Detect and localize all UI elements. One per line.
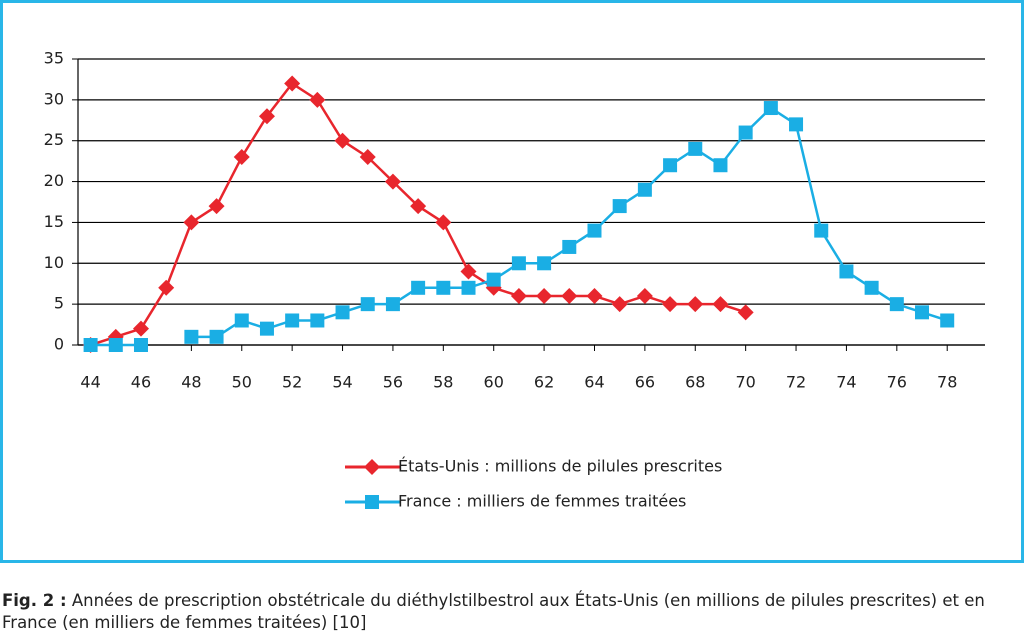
data-point bbox=[738, 125, 753, 140]
data-point bbox=[561, 287, 578, 304]
chart-frame bbox=[0, 0, 1024, 563]
data-point bbox=[611, 296, 628, 313]
data-point bbox=[385, 297, 400, 312]
y-tick-label: 10 bbox=[44, 253, 64, 272]
data-point bbox=[310, 313, 325, 328]
data-point bbox=[284, 75, 301, 92]
data-point bbox=[687, 296, 704, 313]
data-point bbox=[258, 108, 275, 125]
data-point bbox=[410, 198, 427, 215]
y-tick-label: 35 bbox=[44, 49, 64, 68]
caption: Fig. 2 : Années de prescription obstétri… bbox=[2, 590, 1022, 634]
data-point bbox=[108, 338, 123, 352]
data-point bbox=[309, 91, 326, 108]
y-tick-label: 20 bbox=[44, 171, 64, 190]
data-point bbox=[209, 329, 224, 344]
legend-marker bbox=[365, 495, 379, 509]
data-point bbox=[460, 263, 477, 280]
data-point bbox=[789, 117, 804, 132]
data-point bbox=[586, 287, 603, 304]
x-tick-label: 54 bbox=[332, 373, 352, 392]
data-point bbox=[184, 329, 199, 344]
data-point bbox=[839, 264, 854, 279]
caption-text: Années de prescription obstétricale du d… bbox=[2, 591, 985, 632]
data-point bbox=[636, 287, 653, 304]
x-tick-label: 74 bbox=[836, 373, 856, 392]
data-point bbox=[712, 296, 729, 313]
data-point bbox=[763, 101, 778, 116]
data-point bbox=[435, 214, 452, 231]
data-point bbox=[285, 313, 300, 328]
x-tick-label: 72 bbox=[786, 373, 806, 392]
x-tick-label: 64 bbox=[584, 373, 604, 392]
y-tick-label: 25 bbox=[44, 130, 64, 149]
data-point bbox=[233, 149, 250, 166]
y-tick-label: 15 bbox=[44, 212, 64, 231]
data-point bbox=[83, 338, 98, 352]
data-point bbox=[133, 338, 148, 352]
x-tick-label: 78 bbox=[937, 373, 957, 392]
data-point bbox=[334, 132, 351, 149]
x-tick-label: 70 bbox=[735, 373, 755, 392]
x-tick-label: 46 bbox=[131, 373, 151, 392]
data-point bbox=[208, 198, 225, 215]
data-point bbox=[537, 256, 552, 271]
data-point bbox=[688, 141, 703, 156]
data-point bbox=[612, 199, 627, 214]
legend-label: États-Unis : millions de pilules prescri… bbox=[398, 457, 722, 476]
data-point bbox=[158, 279, 175, 296]
data-point bbox=[411, 280, 426, 295]
data-point bbox=[259, 321, 274, 336]
data-point bbox=[662, 296, 679, 313]
data-point bbox=[536, 287, 553, 304]
data-point bbox=[360, 297, 375, 312]
x-tick-label: 56 bbox=[383, 373, 403, 392]
data-point bbox=[511, 256, 526, 271]
series-line bbox=[90, 81, 747, 347]
caption-label: Fig. 2 : bbox=[2, 591, 67, 610]
x-tick-label: 52 bbox=[282, 373, 302, 392]
x-tick-label: 44 bbox=[80, 373, 100, 392]
y-tick-label: 0 bbox=[54, 335, 64, 354]
y-tick-label: 30 bbox=[44, 89, 64, 108]
data-point bbox=[637, 182, 652, 197]
legend-marker bbox=[364, 459, 380, 475]
x-tick-label: 48 bbox=[181, 373, 201, 392]
data-point bbox=[713, 158, 728, 173]
x-tick-label: 60 bbox=[484, 373, 504, 392]
data-point bbox=[814, 223, 829, 238]
data-point bbox=[510, 287, 527, 304]
data-point bbox=[663, 158, 678, 173]
data-point bbox=[436, 280, 451, 295]
data-point bbox=[384, 173, 401, 190]
y-tick-label: 5 bbox=[54, 294, 64, 313]
x-tick-label: 50 bbox=[232, 373, 252, 392]
data-point bbox=[587, 223, 602, 238]
data-point bbox=[486, 272, 501, 287]
data-point bbox=[234, 313, 249, 328]
chart: 0 5 10 15 20 25 30 35 44 46 48 50 52 54 56 58 60 62 64 66 68… bbox=[0, 0, 1024, 563]
x-tick-label: 66 bbox=[635, 373, 655, 392]
x-tick-label: 58 bbox=[433, 373, 453, 392]
data-point bbox=[889, 297, 904, 312]
legend-label: France : milliers de femmes traitées bbox=[398, 492, 686, 511]
data-point bbox=[737, 304, 754, 321]
data-point bbox=[915, 305, 930, 320]
data-point bbox=[132, 320, 149, 337]
data-point bbox=[359, 149, 376, 166]
data-point bbox=[461, 280, 476, 295]
x-tick-label: 68 bbox=[685, 373, 705, 392]
data-point bbox=[335, 305, 350, 320]
x-tick-label: 62 bbox=[534, 373, 554, 392]
data-point bbox=[864, 280, 879, 295]
data-point bbox=[940, 313, 955, 328]
data-point bbox=[183, 214, 200, 231]
data-point bbox=[562, 239, 577, 254]
x-tick-label: 76 bbox=[887, 373, 907, 392]
